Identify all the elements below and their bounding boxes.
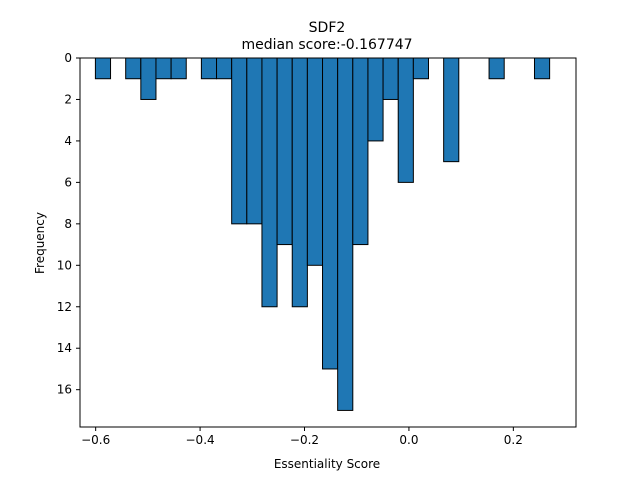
histogram-bar-17 [382, 57, 399, 100]
histogram-bar-6 [216, 57, 233, 80]
histogram-bar-4 [170, 57, 187, 80]
histogram-bar-9 [261, 57, 278, 308]
y-tick-label: 10 [57, 258, 72, 272]
histogram-bar-11 [291, 57, 308, 308]
histogram-bar-8 [246, 57, 263, 225]
x-tick-label: 0.2 [504, 433, 523, 447]
histogram-bar-5 [200, 57, 218, 80]
chart-title: SDF2 [309, 20, 346, 36]
histogram-bar-21 [488, 57, 505, 80]
histogram-bar-3 [155, 57, 172, 80]
histogram-bar-15 [352, 57, 369, 246]
histogram-bar-13 [322, 57, 339, 370]
x-tick-label: −0.2 [290, 433, 319, 447]
histogram-bar-2 [140, 57, 157, 100]
histogram-bar-19 [412, 57, 429, 80]
y-axis-label: Frequency [33, 212, 47, 274]
x-axis-ticks: −0.6 −0.4 −0.2 0.0 0.2 [81, 427, 523, 447]
y-axis-ticks: 0 2 4 6 8 10 12 14 16 [57, 51, 80, 397]
x-axis-label: Essentiality Score [274, 457, 380, 471]
y-tick-label: 6 [64, 175, 72, 189]
histogram-bar-0 [94, 57, 112, 80]
plot-frame [79, 57, 577, 428]
y-tick-label: 14 [57, 341, 72, 355]
y-tick-label: 16 [57, 383, 72, 397]
x-tick-label: −0.4 [186, 433, 215, 447]
y-tick-label: 8 [64, 217, 72, 231]
y-tick-label: 12 [57, 300, 72, 314]
histogram-bar-14 [337, 57, 354, 411]
bars-group [94, 57, 551, 411]
y-tick-label: 0 [64, 51, 72, 65]
x-tick-label: 0.0 [399, 433, 418, 447]
histogram-bar-16 [367, 57, 384, 142]
chart-subtitle: median score:-0.167747 [241, 37, 412, 53]
x-tick-label: −0.6 [81, 433, 110, 447]
histogram-bar-12 [306, 57, 324, 266]
y-tick-label: 2 [64, 92, 72, 106]
histogram-bar-10 [276, 57, 293, 246]
histogram-bar-18 [397, 57, 414, 183]
y-tick-label: 4 [64, 134, 72, 148]
histogram-bar-1 [125, 57, 142, 80]
histogram-bar-22 [533, 57, 551, 80]
histogram-bar-7 [231, 57, 248, 225]
histogram-bar-20 [443, 57, 460, 163]
